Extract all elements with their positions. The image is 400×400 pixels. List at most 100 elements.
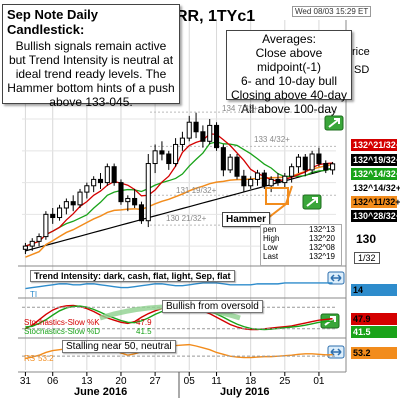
x-tick-label: 05 xyxy=(184,376,196,387)
price-tag: 132^21/32+ xyxy=(351,139,400,151)
averages-line: Closing above 40-day xyxy=(230,88,348,102)
candle-body xyxy=(36,236,42,242)
candle-body xyxy=(104,166,110,184)
stoch-d-value: 41.5 xyxy=(136,327,152,336)
x-tick-label: 20 xyxy=(115,376,127,387)
candle-body xyxy=(50,213,56,219)
candle-body xyxy=(234,156,240,177)
candle-body xyxy=(56,207,63,219)
candle-body xyxy=(261,172,267,187)
candle-body xyxy=(289,166,295,177)
x-tick-label: 27 xyxy=(150,376,162,387)
candle-body xyxy=(282,175,288,184)
candle-body xyxy=(330,163,336,171)
arrow-glyph xyxy=(306,197,318,207)
trend-intensity-panel xyxy=(25,282,333,290)
ti-line xyxy=(25,282,333,290)
double-arrow-glyph xyxy=(330,348,342,356)
data-window: pen 132^13 High 132^20 Low 132^08 Last 1… xyxy=(260,224,342,266)
x-tick-label: 18 xyxy=(245,376,257,387)
y-axis-label: 130 xyxy=(356,232,377,246)
ma-100-line xyxy=(25,167,333,252)
candle-body xyxy=(302,156,308,171)
edge-fragment-sd: SD xyxy=(354,64,370,76)
candle-body xyxy=(111,166,117,184)
timestamp: Wed 08/03 15:29 ET xyxy=(292,6,372,17)
stoch-d-tag: 41.5 xyxy=(351,326,397,338)
data-window-value: 132^13 xyxy=(309,225,335,234)
stochastics-label: Bullish from oversold xyxy=(162,300,263,313)
price-tag: 132^11/32+ xyxy=(351,196,400,208)
candle-body xyxy=(248,178,254,187)
candle-body xyxy=(193,121,199,133)
level-label: 130 21/32+ xyxy=(166,214,207,223)
candle-body xyxy=(97,178,104,184)
candle-body xyxy=(43,213,49,238)
candle-body xyxy=(91,178,97,187)
notes-title: Sep Note Daily Candlestick: xyxy=(7,7,99,37)
stoch-k-value: 47.9 xyxy=(136,318,152,327)
candle-body xyxy=(152,150,158,165)
data-window-label: Low xyxy=(263,243,278,252)
level-label: 133 4/32+ xyxy=(254,135,290,144)
ti-small-label: TI xyxy=(30,290,38,299)
candle-body xyxy=(166,153,172,165)
price-tag: 132^14/32+ xyxy=(351,182,400,194)
data-window-label: Last xyxy=(263,252,279,261)
rsi-value: 53.2 xyxy=(38,354,54,363)
averages-line: 6- and 10-day bull xyxy=(240,74,338,88)
month-label: July 2016 xyxy=(220,386,270,398)
ma-40-line xyxy=(25,163,333,258)
rsi-tag: 53.2 xyxy=(351,347,397,359)
ma-10-line xyxy=(25,141,333,247)
candle-body xyxy=(70,201,76,206)
month-label: June 2016 xyxy=(74,386,128,398)
candle-body xyxy=(220,147,226,171)
averages-callout: Averages: Close above midpoint(-1) 6- an… xyxy=(226,30,352,116)
x-tick-label: 06 xyxy=(47,376,59,387)
candle-body xyxy=(132,197,138,206)
stoch-k-label: Stochastics-Slow %K xyxy=(24,318,100,327)
candle-body xyxy=(241,175,247,187)
hammer-label: Hammer xyxy=(222,212,271,227)
x-axis: 31 06 13 20 27 05 11 18 25 01 xyxy=(20,372,325,398)
arrow-glyph xyxy=(328,118,340,128)
stoch-d-label: Stochastics-Slow %D xyxy=(24,327,101,336)
averages-line: Close above midpoint(-1) xyxy=(255,46,323,74)
rsi-small-label: RS xyxy=(24,354,36,363)
stoch-k-tag: 47.9 xyxy=(351,313,397,325)
candle-body xyxy=(77,191,83,206)
candlestick-series xyxy=(22,112,336,255)
candle-body xyxy=(227,156,233,171)
x-tick-label: 01 xyxy=(313,376,325,387)
notes-callout: Sep Note Daily Candlestick: Bullish sign… xyxy=(2,4,180,109)
candle-body xyxy=(179,137,185,145)
candle-body xyxy=(186,121,192,139)
candle-body xyxy=(29,240,35,247)
data-window-value: 132^19 xyxy=(309,252,335,261)
data-window-value: 132^08 xyxy=(309,243,335,252)
x-tick-label: 31 xyxy=(20,376,32,387)
trend-intensity-tag: 14 xyxy=(351,284,397,296)
level-label: 131 19/32+ xyxy=(176,186,217,195)
data-window-label: pen xyxy=(263,225,277,234)
notes-body: Bullish signals remain active but Trend … xyxy=(7,39,175,109)
data-window-value: 132^20 xyxy=(309,234,335,243)
candle-body xyxy=(138,204,145,222)
x-tick-label: 25 xyxy=(279,376,291,387)
edge-fragment-price: rice xyxy=(352,46,370,58)
rsi-label: Stalling near 50, neutral xyxy=(62,340,176,353)
averages-line: All above 100-day xyxy=(240,102,338,116)
candle-body xyxy=(275,178,281,184)
candle-body xyxy=(323,163,329,171)
data-window-label: High xyxy=(263,234,280,243)
candle-body xyxy=(125,197,131,203)
price-tag: 132^14/32+ xyxy=(351,168,400,180)
x-tick-label: 11 xyxy=(211,376,222,387)
candle-body xyxy=(118,182,124,203)
candle-body xyxy=(268,178,274,187)
candle-body xyxy=(22,245,28,250)
candle-body xyxy=(84,185,90,193)
candle-body xyxy=(207,124,213,142)
